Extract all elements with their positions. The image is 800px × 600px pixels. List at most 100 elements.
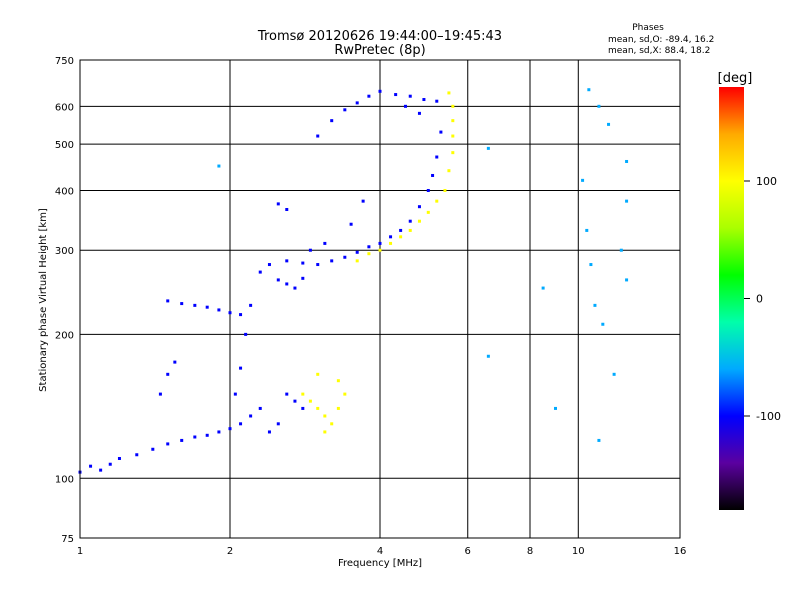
echo-point <box>435 99 439 103</box>
echo-point <box>173 360 177 364</box>
echo-point <box>443 188 447 192</box>
y-tick-label: 750 <box>55 56 74 67</box>
echo-point <box>451 119 455 123</box>
echo-point <box>301 261 305 265</box>
echo-point <box>244 332 248 336</box>
colorbar <box>719 87 744 510</box>
gridlines <box>79 59 681 539</box>
echo-point <box>316 134 320 138</box>
echo-point <box>408 219 412 223</box>
y-tick-label: 75 <box>61 534 74 545</box>
echo-point <box>451 104 455 108</box>
echo-point <box>597 438 601 442</box>
echo-point <box>378 241 382 245</box>
echo-point <box>389 235 393 239</box>
plot-frame <box>79 59 681 539</box>
echo-point <box>403 104 407 108</box>
echo-point <box>607 122 611 126</box>
echo-point <box>308 399 312 403</box>
y-tick-label: 400 <box>55 186 74 197</box>
y-axis-label: Stationary phase Virtual Height [km] <box>38 208 49 392</box>
echo-point <box>276 202 280 206</box>
echo-point <box>585 228 589 232</box>
echo-point <box>625 199 629 203</box>
echo-point <box>361 199 365 203</box>
echo-point <box>228 427 232 431</box>
echo-point <box>435 155 439 159</box>
echo-point <box>316 406 320 410</box>
echo-point <box>117 456 121 460</box>
y-tick-label: 200 <box>55 330 74 341</box>
echo-point <box>135 453 139 457</box>
echo-point <box>581 178 585 182</box>
echo-point <box>323 241 327 245</box>
echo-point <box>426 210 430 214</box>
stats-o-mode: mean, sd,O: -89.4, 16.2 <box>608 35 714 45</box>
echo-point <box>367 252 371 256</box>
echo-point <box>367 245 371 249</box>
echo-point <box>205 433 209 437</box>
echo-point <box>108 462 112 466</box>
echo-point <box>316 372 320 376</box>
echo-point <box>323 430 327 434</box>
x-tick-label: 16 <box>674 546 687 557</box>
echo-point <box>217 430 221 434</box>
colorbar-tick-label: 0 <box>756 293 763 306</box>
echo-point <box>593 303 597 307</box>
echo-point <box>541 286 545 290</box>
echo-point <box>336 406 340 410</box>
echo-point <box>417 205 421 209</box>
echo-point <box>276 278 280 282</box>
echo-point <box>422 98 426 102</box>
echo-point <box>267 430 271 434</box>
echo-point <box>399 228 403 232</box>
colorbar-ticks: 100 0 -100 <box>744 175 781 423</box>
echo-point <box>293 286 297 290</box>
x-tick-label: 10 <box>572 546 585 557</box>
echo-point <box>308 248 312 252</box>
echo-point <box>217 308 221 312</box>
echo-point <box>301 276 305 280</box>
echo-point <box>336 379 340 383</box>
echo-point <box>435 199 439 203</box>
echo-point <box>619 248 623 252</box>
echo-point <box>89 464 93 468</box>
echo-point <box>439 130 443 134</box>
y-tick-label: 300 <box>55 246 74 257</box>
echo-point <box>233 392 237 396</box>
echo-point <box>258 270 262 274</box>
echo-point <box>625 159 629 163</box>
echo-point <box>355 259 359 263</box>
echo-point <box>343 255 347 259</box>
echo-point <box>355 101 359 105</box>
echo-point <box>394 93 398 97</box>
echo-point <box>316 263 320 267</box>
echo-point <box>343 108 347 112</box>
echo-point <box>612 372 616 376</box>
echo-point <box>217 164 221 168</box>
echo-point <box>417 219 421 223</box>
echo-point <box>285 392 289 396</box>
echo-points <box>78 88 629 474</box>
echo-point <box>293 399 297 403</box>
echo-point <box>301 406 305 410</box>
x-axis-label: Frequency [MHz] <box>338 558 422 569</box>
x-tick-labels: 1 2 4 6 8 10 16 <box>77 546 687 557</box>
echo-point <box>258 406 262 410</box>
x-tick-label: 6 <box>465 546 471 557</box>
echo-point <box>239 366 243 370</box>
echo-point <box>285 208 289 212</box>
echo-point <box>451 134 455 138</box>
echo-point <box>285 259 289 263</box>
echo-point <box>378 89 382 93</box>
echo-point <box>158 392 162 396</box>
echo-point <box>431 173 435 177</box>
echo-point <box>239 313 243 317</box>
y-tick-label: 100 <box>55 474 74 485</box>
echo-point <box>378 248 382 252</box>
echo-point <box>323 414 327 418</box>
echo-point <box>355 250 359 254</box>
echo-point <box>330 259 334 263</box>
chart-title: Tromsø 20120626 19:44:00–19:45:43 <box>257 29 502 44</box>
